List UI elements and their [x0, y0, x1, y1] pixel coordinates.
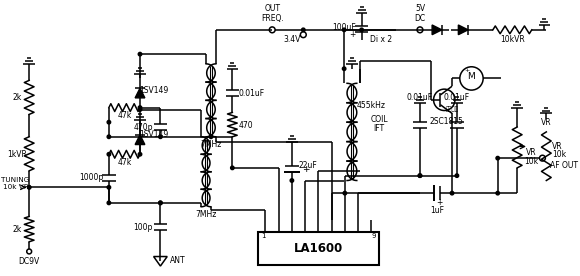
- Text: 47k: 47k: [117, 111, 132, 120]
- Text: 22uF: 22uF: [298, 161, 317, 170]
- Text: AF OUT: AF OUT: [550, 161, 578, 170]
- Circle shape: [107, 120, 111, 124]
- Text: LA1600: LA1600: [293, 242, 343, 255]
- Circle shape: [342, 67, 346, 70]
- Polygon shape: [135, 135, 145, 145]
- Text: 7MHz: 7MHz: [200, 140, 222, 149]
- Text: DC9V: DC9V: [19, 257, 40, 266]
- Text: +: +: [349, 30, 355, 39]
- Text: +: +: [302, 165, 309, 174]
- Text: M: M: [467, 72, 476, 81]
- Circle shape: [342, 28, 346, 31]
- Text: OUT: OUT: [264, 4, 280, 13]
- Circle shape: [290, 179, 293, 182]
- Text: 100uF: 100uF: [332, 23, 356, 32]
- Text: 2k: 2k: [13, 93, 22, 102]
- Polygon shape: [135, 88, 145, 98]
- Text: 1SV149: 1SV149: [139, 86, 168, 95]
- Text: COIL: COIL: [370, 115, 388, 124]
- Text: TUNING: TUNING: [1, 177, 30, 182]
- Text: 10k: 10k: [552, 150, 566, 159]
- Circle shape: [107, 185, 111, 189]
- Circle shape: [455, 174, 459, 177]
- Text: 7MHz: 7MHz: [195, 210, 217, 219]
- Circle shape: [360, 28, 364, 31]
- Text: VR: VR: [541, 118, 552, 127]
- Circle shape: [231, 166, 234, 170]
- Circle shape: [418, 174, 422, 177]
- Circle shape: [302, 28, 305, 31]
- Circle shape: [496, 156, 499, 160]
- Circle shape: [138, 52, 142, 56]
- Text: 0.01uF: 0.01uF: [444, 93, 470, 102]
- Circle shape: [159, 135, 162, 139]
- Text: 1SV149: 1SV149: [139, 130, 168, 139]
- Text: 2k: 2k: [13, 225, 22, 233]
- Text: 0.01uF: 0.01uF: [407, 93, 433, 102]
- Text: 2SC1815: 2SC1815: [429, 117, 463, 126]
- Circle shape: [159, 201, 162, 205]
- Text: VR: VR: [525, 148, 536, 157]
- Text: 1000p: 1000p: [79, 173, 103, 182]
- Circle shape: [107, 153, 111, 156]
- Text: 5V: 5V: [415, 4, 425, 13]
- Text: 455kHz: 455kHz: [357, 101, 386, 110]
- Text: 47k: 47k: [117, 158, 132, 166]
- Text: 10k VR: 10k VR: [3, 184, 28, 190]
- Text: DC: DC: [414, 14, 426, 23]
- Text: +: +: [464, 68, 469, 73]
- Text: 3.4V: 3.4V: [283, 35, 300, 44]
- Circle shape: [450, 191, 454, 195]
- Text: 9: 9: [371, 233, 375, 239]
- Text: FREQ.: FREQ.: [261, 14, 284, 23]
- Text: 10kVR: 10kVR: [500, 35, 525, 44]
- Circle shape: [209, 135, 213, 139]
- Text: 10k: 10k: [524, 156, 538, 166]
- Text: 1uF: 1uF: [430, 206, 444, 215]
- Circle shape: [107, 135, 111, 139]
- Bar: [258, 232, 379, 265]
- Text: IFT: IFT: [374, 124, 385, 134]
- Text: 1kVR: 1kVR: [8, 150, 27, 159]
- Circle shape: [496, 191, 499, 195]
- Text: 470p: 470p: [133, 123, 153, 132]
- Circle shape: [418, 174, 422, 177]
- Text: 100p: 100p: [133, 223, 153, 232]
- Text: Di x 2: Di x 2: [370, 35, 392, 44]
- Circle shape: [159, 201, 162, 205]
- Circle shape: [138, 106, 142, 109]
- Text: 470: 470: [238, 121, 253, 130]
- Circle shape: [107, 201, 111, 205]
- Text: 0.01uF: 0.01uF: [239, 89, 265, 97]
- Circle shape: [28, 186, 31, 189]
- Polygon shape: [458, 25, 468, 35]
- Circle shape: [138, 108, 142, 111]
- Circle shape: [138, 153, 142, 156]
- Text: 1: 1: [261, 233, 266, 239]
- Text: メーター: メーター: [445, 107, 459, 112]
- Circle shape: [27, 185, 31, 189]
- Text: VR: VR: [552, 142, 563, 151]
- Text: ANT: ANT: [170, 256, 186, 265]
- Polygon shape: [432, 25, 442, 35]
- Text: +: +: [436, 198, 442, 207]
- Circle shape: [343, 191, 347, 195]
